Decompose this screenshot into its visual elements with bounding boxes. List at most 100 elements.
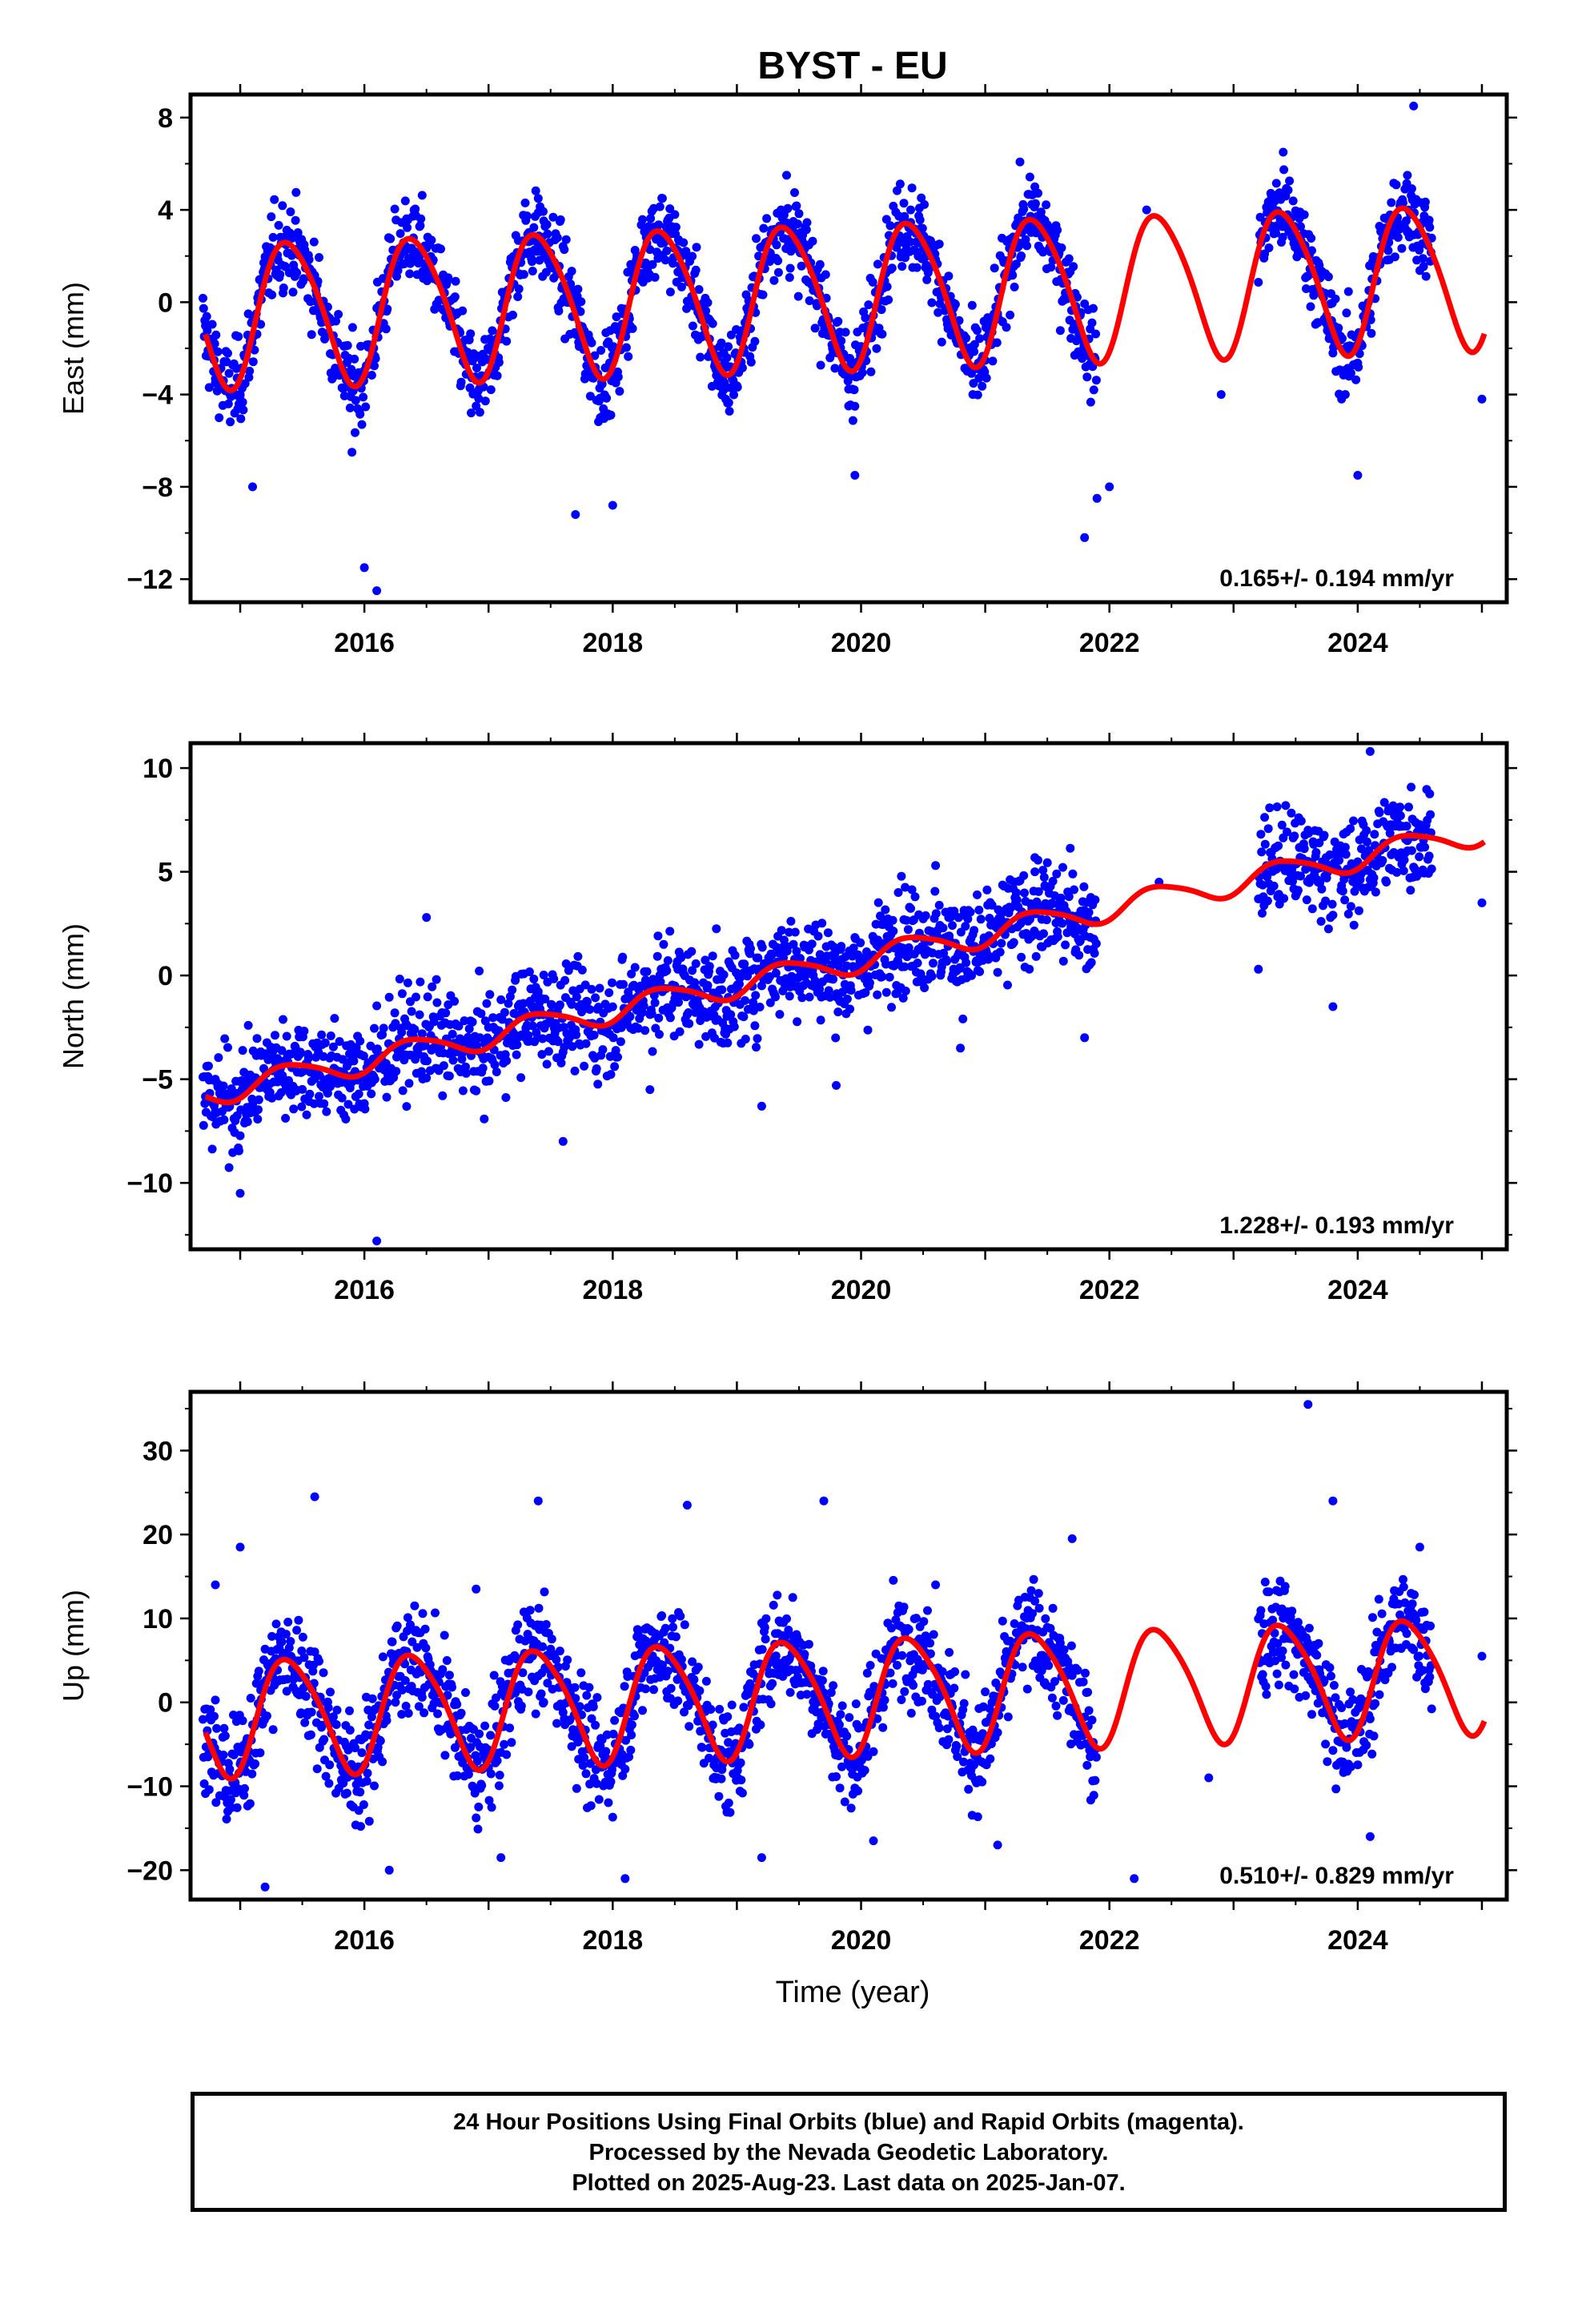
up-point-1118 bbox=[893, 1660, 901, 1670]
north-point-1229 bbox=[962, 958, 971, 967]
north-y-tick-label: −10 bbox=[126, 1168, 173, 1199]
north-point-965 bbox=[797, 993, 807, 1003]
east-point-214 bbox=[331, 316, 340, 326]
north-point-1436 bbox=[1090, 948, 1099, 958]
east-point-953 bbox=[790, 188, 799, 197]
up-point-67 bbox=[240, 1783, 249, 1793]
north-point-64 bbox=[238, 1046, 247, 1055]
up-point-1055 bbox=[853, 1786, 863, 1795]
north-point-1669 bbox=[1395, 811, 1405, 821]
east-point-57 bbox=[234, 332, 243, 341]
north-point-1553 bbox=[1323, 924, 1333, 934]
up-point-1233 bbox=[964, 1784, 974, 1794]
north-point-127 bbox=[277, 1046, 287, 1055]
east-point-253 bbox=[355, 409, 365, 419]
up-point-634 bbox=[592, 1779, 601, 1788]
north-point-90 bbox=[254, 1095, 263, 1104]
up-point-265 bbox=[363, 1768, 372, 1778]
north-point-900 bbox=[757, 981, 766, 991]
north-point-768 bbox=[675, 1027, 685, 1036]
up-point-1141 bbox=[906, 1708, 916, 1718]
north-point-752 bbox=[665, 927, 675, 936]
east-point-855 bbox=[729, 390, 738, 400]
east-point-810 bbox=[701, 306, 711, 316]
up-point-174 bbox=[306, 1730, 315, 1739]
north-point-358 bbox=[420, 1040, 430, 1050]
north-point-1271 bbox=[987, 900, 997, 910]
east-point-972 bbox=[801, 225, 811, 235]
east-point-1201 bbox=[944, 271, 954, 281]
north-point-1386 bbox=[1058, 956, 1068, 966]
north-point-715 bbox=[642, 967, 652, 976]
north-point-977 bbox=[805, 992, 814, 1002]
up-point-1125 bbox=[897, 1695, 906, 1704]
up-point-485 bbox=[500, 1739, 509, 1749]
north-point-637 bbox=[594, 1003, 603, 1012]
up-point-599 bbox=[570, 1683, 580, 1692]
north-model-curve bbox=[203, 832, 1487, 1106]
east-point-1649 bbox=[1383, 246, 1393, 255]
north-point-1186 bbox=[934, 900, 944, 910]
up-point-135 bbox=[282, 1687, 291, 1696]
east-point-1716 bbox=[1425, 223, 1435, 232]
east-point-608 bbox=[576, 307, 585, 316]
north-point-451 bbox=[478, 1063, 488, 1073]
up-point-215 bbox=[331, 1720, 341, 1729]
east-point-44 bbox=[226, 417, 235, 427]
north-point-1247 bbox=[973, 890, 982, 899]
north-point-453 bbox=[480, 1114, 489, 1124]
north-x-tick-label: 2024 bbox=[1327, 1275, 1388, 1305]
east-y-tick-label: 4 bbox=[158, 195, 173, 226]
north-point-1236 bbox=[966, 907, 975, 917]
north-point-1042 bbox=[845, 1004, 855, 1014]
north-point-1627 bbox=[1370, 830, 1379, 839]
up-point-445 bbox=[475, 1729, 484, 1739]
up-point-1052 bbox=[851, 1699, 861, 1709]
east-point-1469 bbox=[1271, 179, 1281, 188]
east-point-295 bbox=[381, 324, 391, 334]
up-point-489 bbox=[502, 1750, 512, 1759]
east-point-24 bbox=[213, 347, 223, 356]
north-point-421 bbox=[460, 1016, 469, 1026]
north-point-1589 bbox=[1346, 902, 1355, 911]
up-point-607 bbox=[575, 1702, 584, 1711]
north-point-495 bbox=[505, 991, 515, 1001]
east-point-762 bbox=[671, 223, 681, 232]
north-point-993 bbox=[815, 984, 825, 994]
east-point-1028 bbox=[837, 336, 846, 346]
east-point-554 bbox=[542, 219, 552, 229]
east-point-1741 bbox=[1080, 533, 1090, 542]
up-point-614 bbox=[580, 1753, 589, 1763]
up-point-64 bbox=[238, 1716, 247, 1726]
up-point-1066 bbox=[860, 1766, 869, 1775]
east-point-946 bbox=[785, 263, 795, 273]
north-point-486 bbox=[500, 1007, 509, 1017]
up-point-708 bbox=[638, 1706, 647, 1715]
east-point-416 bbox=[456, 377, 466, 387]
north-point-626 bbox=[587, 984, 596, 994]
up-point-390 bbox=[440, 1751, 450, 1760]
north-point-546 bbox=[537, 1050, 547, 1059]
east-point-958 bbox=[793, 219, 802, 229]
north-point-710 bbox=[639, 1001, 648, 1011]
up-point-625 bbox=[586, 1801, 596, 1811]
up-point-1020 bbox=[832, 1772, 841, 1781]
north-point-659 bbox=[608, 978, 616, 987]
east-point-1435 bbox=[1089, 385, 1098, 395]
up-point-442 bbox=[472, 1756, 482, 1766]
up-point-232 bbox=[342, 1788, 351, 1798]
up-point-1098 bbox=[880, 1695, 889, 1705]
up-point-195 bbox=[319, 1735, 329, 1744]
east-point-246 bbox=[351, 396, 360, 405]
east-point-19 bbox=[210, 339, 219, 348]
east-point-582 bbox=[560, 245, 569, 255]
east-point-1212 bbox=[950, 300, 960, 309]
north-point-350 bbox=[416, 977, 425, 987]
east-point-128 bbox=[278, 201, 287, 211]
north-point-170 bbox=[303, 1053, 313, 1063]
north-point-1504 bbox=[1293, 886, 1303, 895]
east-point-143 bbox=[287, 251, 296, 260]
up-point-527 bbox=[525, 1606, 535, 1615]
east-point-258 bbox=[359, 392, 368, 402]
east-point-1130 bbox=[900, 211, 909, 221]
